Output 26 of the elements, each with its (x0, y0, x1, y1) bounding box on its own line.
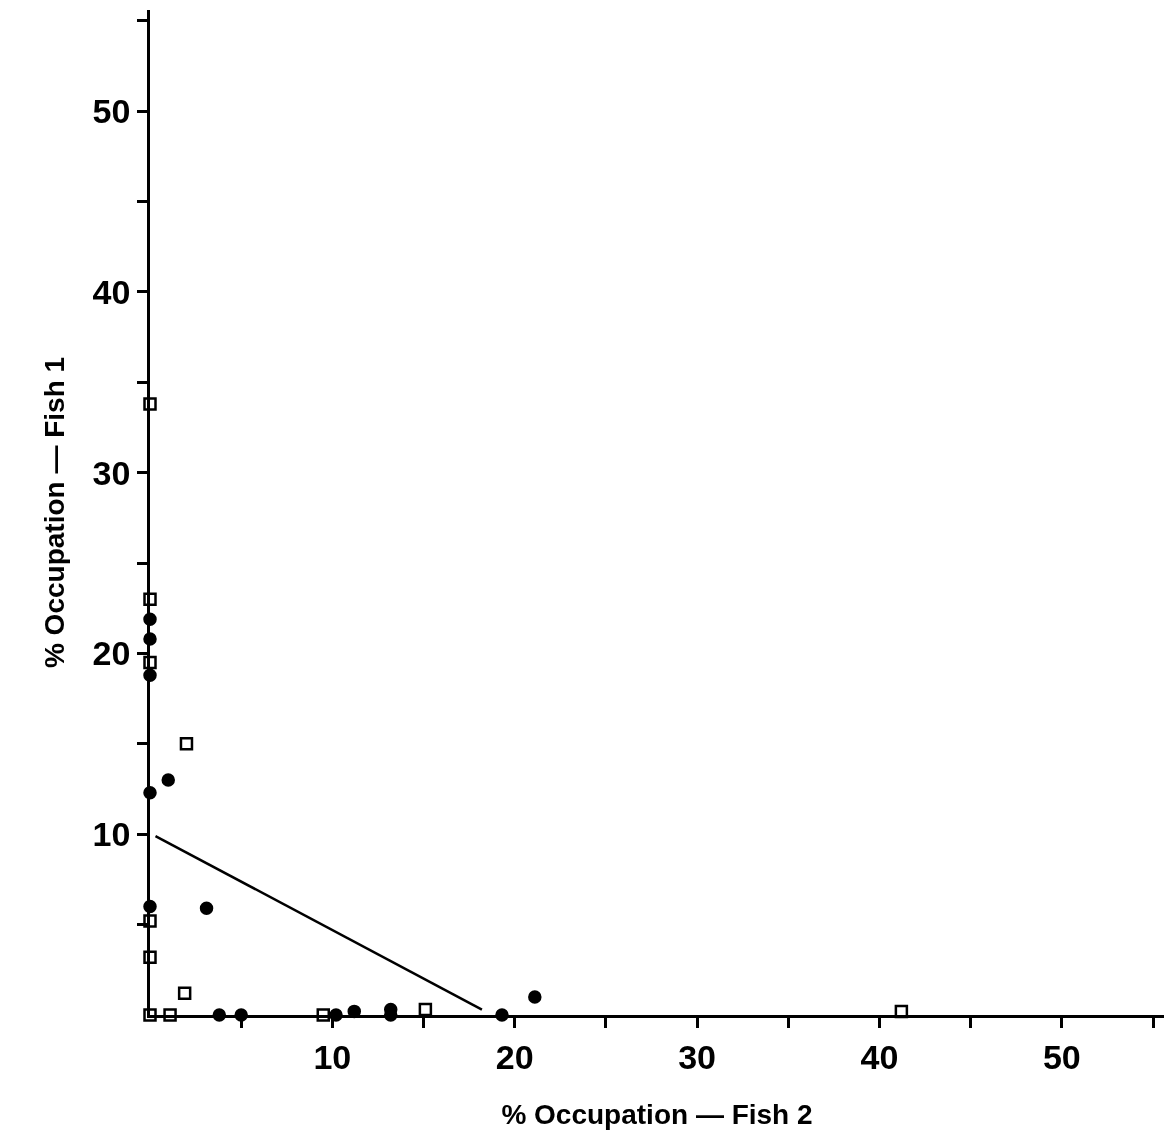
point (143, 914, 157, 928)
x-axis-title: % Occupation — Fish 2 (501, 1098, 813, 1130)
y-tick-label: 30 (92, 453, 131, 492)
point (418, 1002, 433, 1017)
x-tick-label: 50 (1042, 1037, 1081, 1076)
point (199, 901, 214, 916)
y-tick-label: 20 (92, 634, 131, 673)
y-tick-label: 50 (92, 92, 131, 131)
point (163, 1008, 177, 1022)
point (143, 1008, 157, 1022)
point (143, 397, 157, 411)
point (528, 990, 542, 1004)
y-axis-title: % Occupation — Fish 1 (39, 356, 71, 669)
point (179, 737, 194, 751)
point (143, 950, 157, 964)
x-tick-label: 40 (860, 1037, 899, 1076)
x-tick-label: 20 (495, 1037, 534, 1076)
y-tick-label: 40 (92, 272, 131, 311)
point (143, 592, 157, 607)
point (161, 773, 175, 787)
x-tick-label: 10 (313, 1037, 352, 1076)
point (177, 986, 192, 1001)
point (143, 655, 157, 670)
point (316, 1008, 331, 1022)
x-tick-label: 30 (678, 1037, 717, 1076)
y-tick-label: 10 (92, 815, 131, 854)
